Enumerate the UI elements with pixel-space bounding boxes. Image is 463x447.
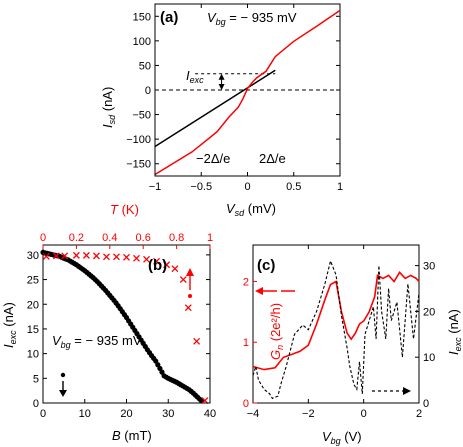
panel-b-xtick-label: 10 (79, 408, 91, 420)
temperature-data-point (193, 337, 201, 345)
panel-a-xtick-label: 1 (337, 181, 343, 193)
temperature-data-point (133, 254, 140, 262)
panel-c-ylabel-left: Gn (2e²/h) (268, 303, 285, 360)
temperature-data-point (103, 253, 110, 261)
panel-b-frame (42, 244, 211, 404)
red-arrow-up (186, 268, 194, 298)
red-iv-curve (154, 9, 341, 176)
panel-c-xlabel: Vbg (V) (322, 429, 362, 446)
panel-b-top-xlabel: T (K) (110, 202, 139, 217)
excess-current-curve (252, 259, 420, 400)
panel-c-xtick-label: −4 (247, 408, 260, 420)
panel-c-xtick-label: −2 (302, 408, 315, 420)
panel-b-top-xtick-label: 0.6 (136, 232, 151, 244)
red-arrow-left (255, 287, 295, 295)
temperature-data-point (163, 261, 171, 269)
panel-b-vbg-label: Vbg = − 935 mV (52, 333, 142, 350)
panel-b-ytick-label: 30 (27, 250, 39, 262)
panel-a-ytick-label: −100 (126, 134, 151, 146)
panel-b-ytick-label: 15 (27, 324, 39, 336)
panel-b-ylabel: Iexc (nA) (1, 302, 18, 348)
iexc-arrow-head-down (218, 84, 225, 90)
panel-c-xtick-label: 2 (416, 408, 422, 420)
temperature-data-point (72, 251, 80, 259)
black-iv-line (154, 69, 276, 148)
panel-a-xtick-label: −0.5 (190, 181, 212, 193)
iexc-label: Iexc (186, 68, 204, 85)
iexc-arrow-head-up (218, 73, 225, 80)
panel-a-label: (a) (160, 9, 178, 26)
temperature-data-point (153, 257, 161, 265)
temperature-data-point (61, 252, 69, 260)
panel-b-top-xtick-label: 0.4 (102, 232, 117, 244)
gap-label-negative: −2Δ/e (196, 151, 230, 166)
panel-b-ytick-label: 0 (33, 398, 39, 410)
panel-c-frame (252, 244, 420, 404)
gap-label-positive: 2Δ/e (259, 151, 286, 166)
panel-c-ytick-right-label: 30 (423, 261, 435, 273)
panel-c-ytick-left-label: 0 (243, 398, 249, 410)
temperature-data-point (52, 252, 60, 260)
panel-b-top-xtick-label: 0 (40, 232, 46, 244)
temperature-data-point (171, 265, 179, 273)
temperature-data-point (179, 276, 187, 284)
panel-b-top-xtick-label: 0.8 (169, 232, 184, 244)
panel-b-ytick-label: 20 (27, 299, 39, 311)
panel-a-ytick-label: −50 (132, 110, 151, 122)
panel-b-ytick-label: 5 (33, 373, 39, 385)
panel-c-ytick-right-label: 20 (423, 306, 435, 318)
panel-a-ytick-label: −150 (126, 159, 151, 171)
panel-b-xtick-label: 20 (120, 408, 132, 420)
temperature-data-point (113, 253, 120, 261)
conductance-curve (252, 270, 420, 371)
black-arrow-down (59, 372, 67, 397)
iexc-arrow (218, 73, 225, 90)
panel-a-ytick-label: 100 (133, 36, 151, 48)
panel-b-top-xtick-label: 1 (207, 232, 213, 244)
panel-c-xtick-label: 0 (361, 408, 367, 420)
panel-a-ytick-label: 0 (145, 85, 151, 97)
panel-c-ytick-left-label: 1 (243, 337, 249, 349)
panel-a-xlabel: Vsd (mV) (226, 201, 276, 218)
panel-b-ytick-label: 25 (27, 275, 39, 287)
panel-b-ytick-label: 10 (27, 349, 39, 361)
temperature-data-point (82, 251, 90, 259)
panel-c-ytick-right-label: 0 (423, 398, 429, 410)
panel-a-ylabel: Isd (nA) (100, 87, 117, 128)
panel-b-xtick-label: 30 (162, 408, 174, 420)
panel-c-ytick-left-label: 2 (243, 276, 249, 288)
panel-a-xtick-label: −1 (149, 181, 162, 193)
panel-c-ylabel-right: Iexc (nA) (446, 309, 463, 355)
panel-a-ytick-label: 50 (139, 60, 151, 72)
black-arrow-right (372, 387, 411, 395)
panel-b-xtick-label: 40 (204, 408, 216, 420)
temperature-data-point (184, 304, 192, 312)
panel-a-xtick-label: 0 (244, 181, 250, 193)
panel-b-xtick-label: 0 (40, 408, 46, 420)
panel-b-xlabel: B (mT) (112, 428, 152, 443)
temperature-data-point (42, 252, 50, 260)
panel-c-label: (c) (257, 257, 275, 274)
panel-c-ytick-right-label: 10 (423, 352, 435, 364)
panel-a-ytick-label: 150 (133, 11, 151, 23)
temperature-data-point (92, 252, 100, 260)
temperature-data-point (143, 255, 150, 263)
panel-b-label: (b) (148, 257, 167, 274)
panel-a: −1 −0.5 0 0.5 1 −150 −100 −50 0 50 100 150 (a) Vbg … (100, 3, 343, 218)
temperature-data-point (123, 253, 130, 261)
panel-a-xtick-label: 0.5 (286, 181, 301, 193)
panel-a-vbg-label: Vbg = − 935 mV (207, 10, 297, 27)
panel-b-top-xtick-label: 0.2 (69, 232, 84, 244)
